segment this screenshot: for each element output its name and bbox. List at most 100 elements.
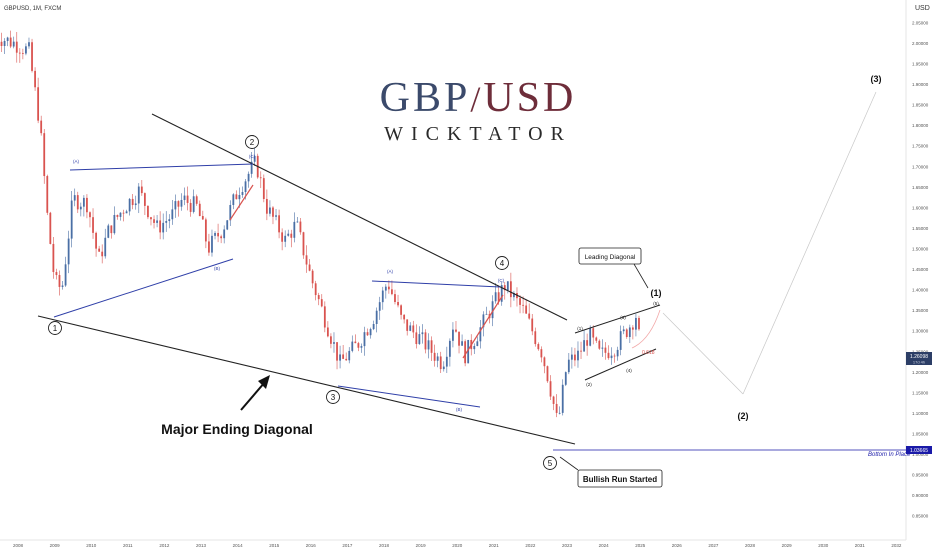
y-tick-label: 1.70000 xyxy=(912,164,929,169)
triangle1-bottom-line xyxy=(53,258,234,318)
candle-down xyxy=(40,120,43,134)
svg-text:1: 1 xyxy=(53,324,58,333)
candle-down xyxy=(122,212,125,214)
x-tick-label: 2013 xyxy=(196,543,207,548)
svg-text:17d 4h: 17d 4h xyxy=(913,360,925,365)
candle-down xyxy=(631,327,634,330)
candle-down xyxy=(89,212,91,218)
candle-up xyxy=(378,302,381,311)
candle-up xyxy=(67,238,70,265)
candle-down xyxy=(116,214,119,217)
wave-big-2: (2) xyxy=(738,411,749,421)
x-tick-label: 2017 xyxy=(342,543,353,548)
x-tick-label: 2026 xyxy=(672,543,683,548)
candle-down xyxy=(76,195,79,210)
candle-down xyxy=(458,331,460,346)
candle-up xyxy=(635,317,637,330)
candle-up xyxy=(513,293,515,298)
major-diagonal-label: Major Ending Diagonal xyxy=(161,421,313,437)
y-tick-label: 1.40000 xyxy=(912,288,929,293)
candle-up xyxy=(473,345,476,350)
candle-down xyxy=(177,201,180,207)
candle-up xyxy=(561,384,564,413)
y-tick-label: 1.35000 xyxy=(912,308,929,313)
candle-up xyxy=(6,37,9,41)
candle-down xyxy=(543,357,546,367)
candle-down xyxy=(330,336,332,344)
candle-up xyxy=(494,292,497,302)
y-tick-label: 1.30000 xyxy=(912,329,929,334)
candle-up xyxy=(156,220,158,223)
candle-up xyxy=(601,347,604,349)
svg-text:1.26098: 1.26098 xyxy=(910,354,928,360)
wave-2: 2 xyxy=(245,135,259,149)
candle-up xyxy=(372,324,375,330)
candle-down xyxy=(204,219,207,242)
wave-5: 5 xyxy=(543,456,557,470)
candle-down xyxy=(406,319,409,331)
svg-text:Leading Diagonal: Leading Diagonal xyxy=(585,254,636,261)
x-tick-label: 2022 xyxy=(525,543,536,548)
y-tick-label: 1.75000 xyxy=(912,144,929,149)
y-tick-label: 1.65000 xyxy=(912,185,929,190)
candle-up xyxy=(567,359,570,373)
candle-down xyxy=(638,317,640,330)
y-tick-label: 1.45000 xyxy=(912,267,929,272)
candle-down xyxy=(580,350,582,352)
current-price-tag: 1.26098 17d 4h xyxy=(906,352,932,365)
candle-down xyxy=(302,232,305,256)
candle-down xyxy=(31,42,33,71)
candle-down xyxy=(308,264,311,271)
svg-text:1.03665: 1.03665 xyxy=(910,448,928,454)
x-tick-label: 2023 xyxy=(562,543,573,548)
candle-down xyxy=(400,305,402,315)
time-axis[interactable]: 2008 2009 2010 2011 2012 2013 2014 2015 2016 2017… xyxy=(13,543,902,548)
y-tick-label: 1.15000 xyxy=(912,390,929,395)
wave-3: 3 xyxy=(326,390,340,404)
symbol-label: GBPUSD, 1M, FXCM xyxy=(4,6,61,12)
candle-down xyxy=(549,381,552,397)
candle-down xyxy=(55,272,58,276)
y-tick-label: 1.55000 xyxy=(912,226,929,231)
y-tick-label: 2.05000 xyxy=(912,20,929,25)
leading-diagonal-callout: Leading Diagonal xyxy=(578,247,649,289)
candle-up xyxy=(241,192,244,195)
candle-up xyxy=(448,340,451,357)
candle-down xyxy=(540,349,543,358)
candle-up xyxy=(104,237,107,257)
bullish-run-callout: Bullish Run Started xyxy=(559,456,663,488)
major-arrow xyxy=(240,375,270,411)
x-tick-label: 2029 xyxy=(782,543,793,548)
candle-down xyxy=(522,304,524,306)
x-tick-label: 2018 xyxy=(379,543,390,548)
candle-down xyxy=(586,340,589,346)
candle-down xyxy=(186,195,189,203)
x-tick-label: 2016 xyxy=(306,543,317,548)
candle-down xyxy=(220,236,223,239)
candle-down xyxy=(497,292,500,302)
candle-down xyxy=(150,217,152,220)
candle-down xyxy=(9,37,12,47)
candle-down xyxy=(147,205,149,218)
candle-up xyxy=(491,301,494,319)
candle-down xyxy=(95,232,97,249)
brand-part1: GBP xyxy=(380,75,471,121)
candle-down xyxy=(153,219,155,223)
wave-big-1: (1) xyxy=(651,288,662,298)
x-tick-label: 2027 xyxy=(708,543,719,548)
candle-down xyxy=(305,255,308,265)
candle-up xyxy=(174,201,177,210)
candle-up xyxy=(61,285,64,287)
price-axis[interactable]: 2.05000 2.00000 1.95000 1.90000 1.85000 1.800… xyxy=(912,20,929,518)
candle-down xyxy=(525,305,528,314)
x-tick-label: 2024 xyxy=(599,543,610,548)
candle-down xyxy=(345,358,348,361)
tri1-c: (C) xyxy=(249,154,256,159)
candle-down xyxy=(259,177,262,179)
candle-up xyxy=(165,221,168,223)
sub-3: (3) xyxy=(620,315,626,320)
x-tick-label: 2010 xyxy=(86,543,97,548)
tri2-a: (A) xyxy=(387,269,394,274)
